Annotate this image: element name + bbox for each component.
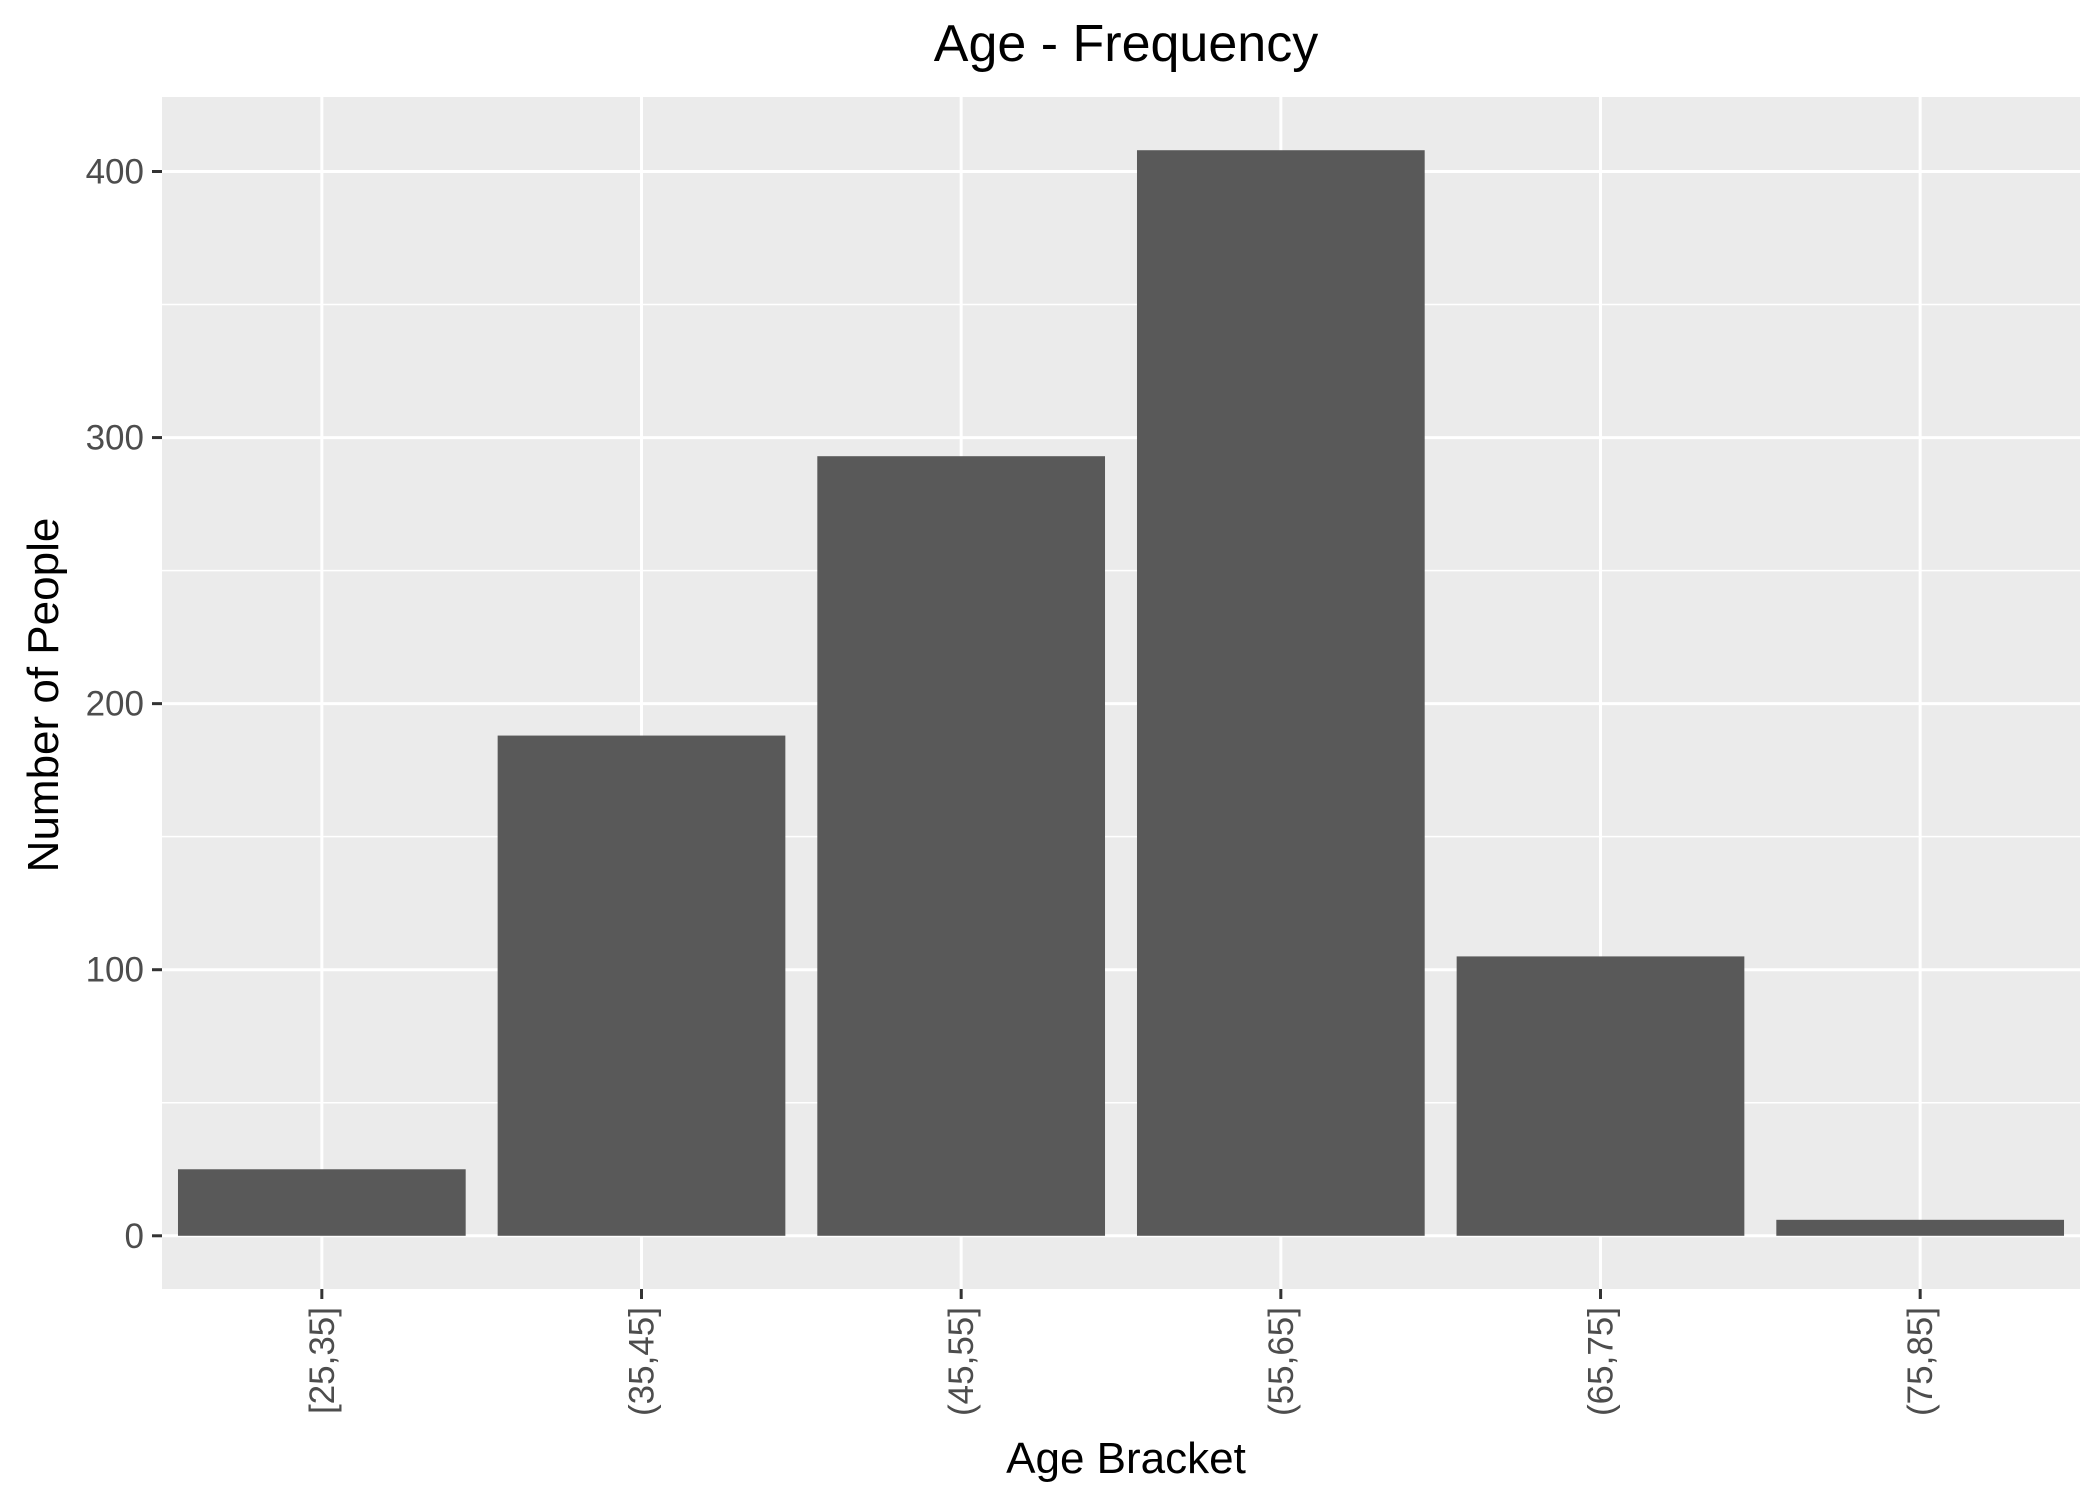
x-tick-label: (75,85] xyxy=(1901,1307,1940,1416)
bars xyxy=(177,150,2065,1236)
x-tick-label: (65,75] xyxy=(1582,1307,1621,1416)
plot-panel xyxy=(162,97,2080,1289)
y-axis: 0 100 200 300 400 xyxy=(86,153,162,1256)
x-tick-label: (35,45] xyxy=(623,1307,662,1416)
x-axis: [25,35] (35,45] (45,55] (55,65] (65,75] (75,8… xyxy=(303,1289,1940,1416)
y-tick-label: 400 xyxy=(86,153,144,192)
x-tick-label: [25,35] xyxy=(303,1307,342,1414)
bar xyxy=(1456,956,1745,1236)
bar xyxy=(1136,150,1425,1236)
y-tick-label: 300 xyxy=(86,419,144,458)
bar xyxy=(497,735,786,1236)
y-tick-label: 100 xyxy=(86,951,144,990)
bar xyxy=(177,1169,466,1236)
x-axis-title: Age Bracket xyxy=(1006,1434,1246,1483)
y-tick-label: 0 xyxy=(125,1217,144,1256)
y-axis-title: Number of People xyxy=(19,518,68,873)
chart-title: Age - Frequency xyxy=(934,15,1318,73)
bar xyxy=(817,456,1106,1236)
x-tick-label: (55,65] xyxy=(1262,1307,1301,1416)
minor-gridlines xyxy=(162,303,2080,1104)
bar xyxy=(1776,1219,2065,1236)
y-tick-label: 200 xyxy=(86,685,144,724)
x-tick-label: (45,55] xyxy=(942,1307,981,1416)
